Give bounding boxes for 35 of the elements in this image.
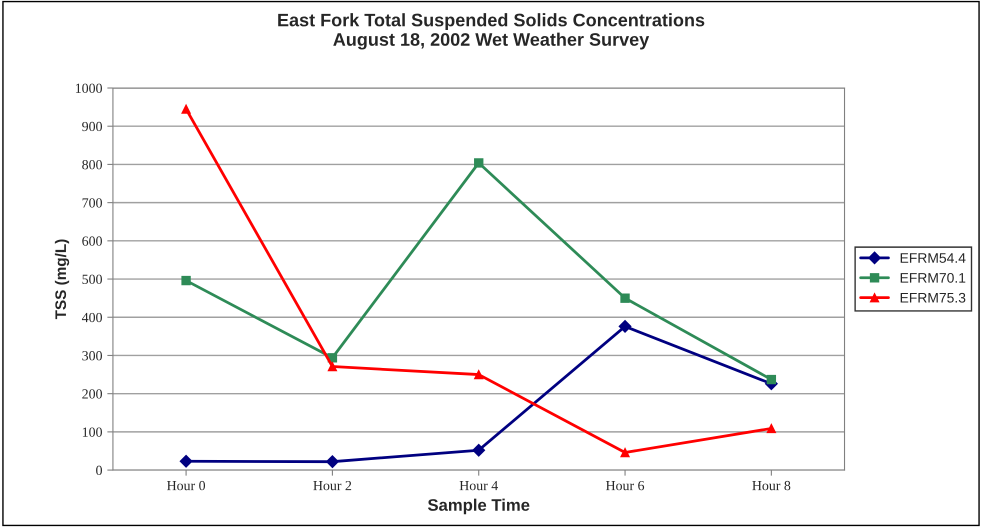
point [328,362,338,372]
x-tick-label: Hour 4 [460,480,498,490]
point [766,424,776,434]
y-tick-label: 200 [82,389,102,399]
y-tick-label: 700 [82,198,102,208]
y-tick-label: 400 [82,312,102,322]
x-tick-label: Hour 0 [167,480,206,490]
y-axis-title: TSS (mg/L) [54,239,70,320]
point [474,158,484,168]
y-tick-label: 300 [82,351,102,360]
point [472,444,486,457]
chart-title: East Fork Total Suspended Solids Concentrations August 18, 2002 Wet Weather Survey [278,13,704,50]
legend-label: EFRM75.3 [900,292,966,303]
y-tick-label: 1000 [76,84,102,93]
x-tick-label: Hour 6 [606,480,644,490]
y-tick-label: 600 [82,236,102,246]
y-tick-label: 0 [96,466,102,476]
y-tick-label: 900 [82,122,102,132]
y-tick-label: 500 [82,274,102,284]
x-axis-title: Sample Time [428,498,530,514]
x-tick-label: Hour 2 [313,480,352,490]
legend-label: EFRM70.1 [900,272,966,283]
point [620,293,630,303]
y-tick-label: 100 [82,427,102,437]
x-tick-label: Hour 8 [752,480,790,490]
point [618,320,632,333]
point [181,276,191,286]
legend-label: EFRM54.4 [900,253,966,263]
point [766,374,776,384]
point [180,454,192,468]
point [181,104,191,114]
point [620,448,630,458]
y-tick-label: 800 [82,160,102,170]
point [474,370,484,380]
point [326,455,339,468]
